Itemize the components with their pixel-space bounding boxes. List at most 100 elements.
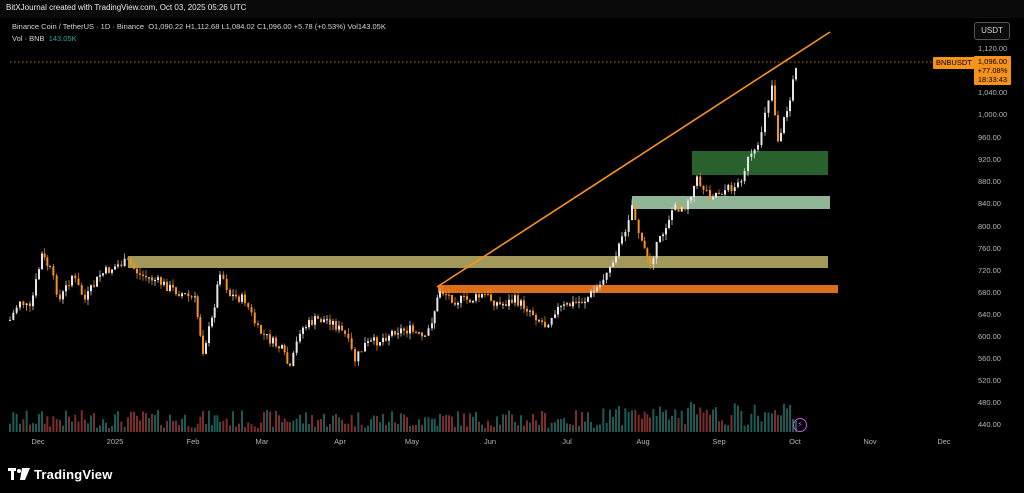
- volume-bar: [478, 421, 480, 432]
- vol-value: Vol143.05K: [347, 22, 386, 31]
- candle-body: [136, 268, 138, 274]
- volume-bar: [229, 425, 231, 432]
- candle-body: [166, 281, 168, 291]
- candle-body: [32, 295, 34, 307]
- volume-bar: [157, 410, 159, 432]
- volume-legend-value: 143.05K: [48, 34, 77, 43]
- candle-body: [777, 115, 779, 142]
- candle-body: [283, 345, 286, 353]
- volume-bar: [718, 421, 720, 432]
- price-tick: 1,040.00: [978, 88, 1008, 97]
- candle-body: [786, 111, 788, 118]
- candle-body: [406, 330, 408, 334]
- tradingview-logo[interactable]: TradingView: [8, 466, 113, 482]
- volume-bar: [219, 421, 221, 432]
- candle-body: [454, 302, 456, 305]
- candle-body: [615, 256, 617, 263]
- lightning-icon[interactable]: ⚡: [793, 418, 807, 432]
- candle-body: [737, 182, 739, 188]
- volume-bar: [397, 424, 399, 432]
- candle-body: [278, 346, 280, 349]
- time-tick: Oct: [789, 437, 801, 446]
- zone-dark-green: [692, 151, 828, 175]
- volume-bar: [90, 415, 92, 432]
- candle-body: [529, 310, 531, 312]
- volume-bar: [493, 426, 495, 432]
- candle-body: [68, 285, 70, 287]
- volume-bar: [311, 414, 313, 432]
- volume-bar: [451, 416, 453, 432]
- volume-bar: [286, 421, 289, 432]
- candle-body: [169, 284, 171, 291]
- volume-bar: [747, 424, 749, 432]
- candles-series: [9, 67, 797, 367]
- volume-bar: [222, 420, 225, 432]
- volume-bar: [618, 406, 620, 432]
- volume-bar: [502, 414, 504, 432]
- candle-body: [602, 279, 605, 285]
- volume-bar: [117, 411, 119, 432]
- candle-body: [641, 233, 643, 241]
- volume-bar: [317, 419, 319, 432]
- volume-bar: [382, 414, 384, 432]
- candle-body: [102, 273, 104, 276]
- candle-body: [412, 325, 414, 332]
- candle-body: [436, 297, 439, 312]
- volume-bar: [566, 423, 568, 432]
- candle-body: [760, 132, 763, 146]
- volume-bar: [403, 414, 405, 432]
- candle-body: [222, 274, 225, 279]
- candle-body: [466, 296, 468, 300]
- volume-bar: [671, 415, 673, 432]
- candle-body: [771, 85, 773, 101]
- candle-body: [605, 272, 608, 280]
- candle-body: [627, 220, 630, 232]
- volume-bar: [394, 422, 396, 432]
- volume-bar: [178, 425, 180, 432]
- volume-bar: [295, 418, 298, 432]
- candle-body: [59, 294, 61, 300]
- candle-body: [618, 243, 620, 257]
- candle-body: [260, 325, 262, 334]
- volume-bar: [172, 420, 174, 432]
- candle-body: [677, 204, 680, 212]
- candle-body: [320, 318, 322, 323]
- volume-bar: [38, 414, 40, 432]
- candle-body: [403, 328, 405, 331]
- candle-body: [674, 204, 677, 211]
- currency-button[interactable]: USDT: [974, 22, 1010, 40]
- candle-body: [338, 325, 340, 330]
- volume-bar: [529, 422, 531, 432]
- volume-bar: [684, 424, 686, 432]
- rising-trendline: [436, 31, 831, 288]
- candle-body: [194, 296, 196, 298]
- candle-body: [400, 328, 402, 334]
- candle-body: [22, 301, 25, 306]
- volume-bar: [169, 414, 171, 432]
- candle-body: [475, 294, 477, 301]
- volume-bar: [77, 421, 80, 432]
- volume-bar: [674, 409, 677, 432]
- volume-bar: [52, 416, 55, 432]
- candle-body: [354, 349, 356, 362]
- candle-body: [388, 335, 390, 341]
- volume-bar: [699, 407, 702, 432]
- candle-body: [93, 285, 95, 287]
- candle-body: [643, 240, 646, 249]
- candle-body: [269, 334, 271, 344]
- candle-body: [767, 100, 770, 113]
- volume-bar: [737, 405, 739, 432]
- price-tick: 600.00: [978, 332, 1001, 341]
- candle-body: [225, 278, 228, 290]
- candle-body: [662, 234, 664, 237]
- volume-bar: [364, 427, 366, 432]
- candle-body: [184, 293, 186, 295]
- volume-bar: [463, 413, 465, 432]
- volume-bar: [418, 419, 420, 432]
- candle-body: [29, 303, 31, 307]
- volume-bar: [584, 421, 586, 432]
- candle-body: [757, 145, 759, 150]
- volume-bar: [15, 413, 18, 432]
- candle-body: [382, 338, 384, 343]
